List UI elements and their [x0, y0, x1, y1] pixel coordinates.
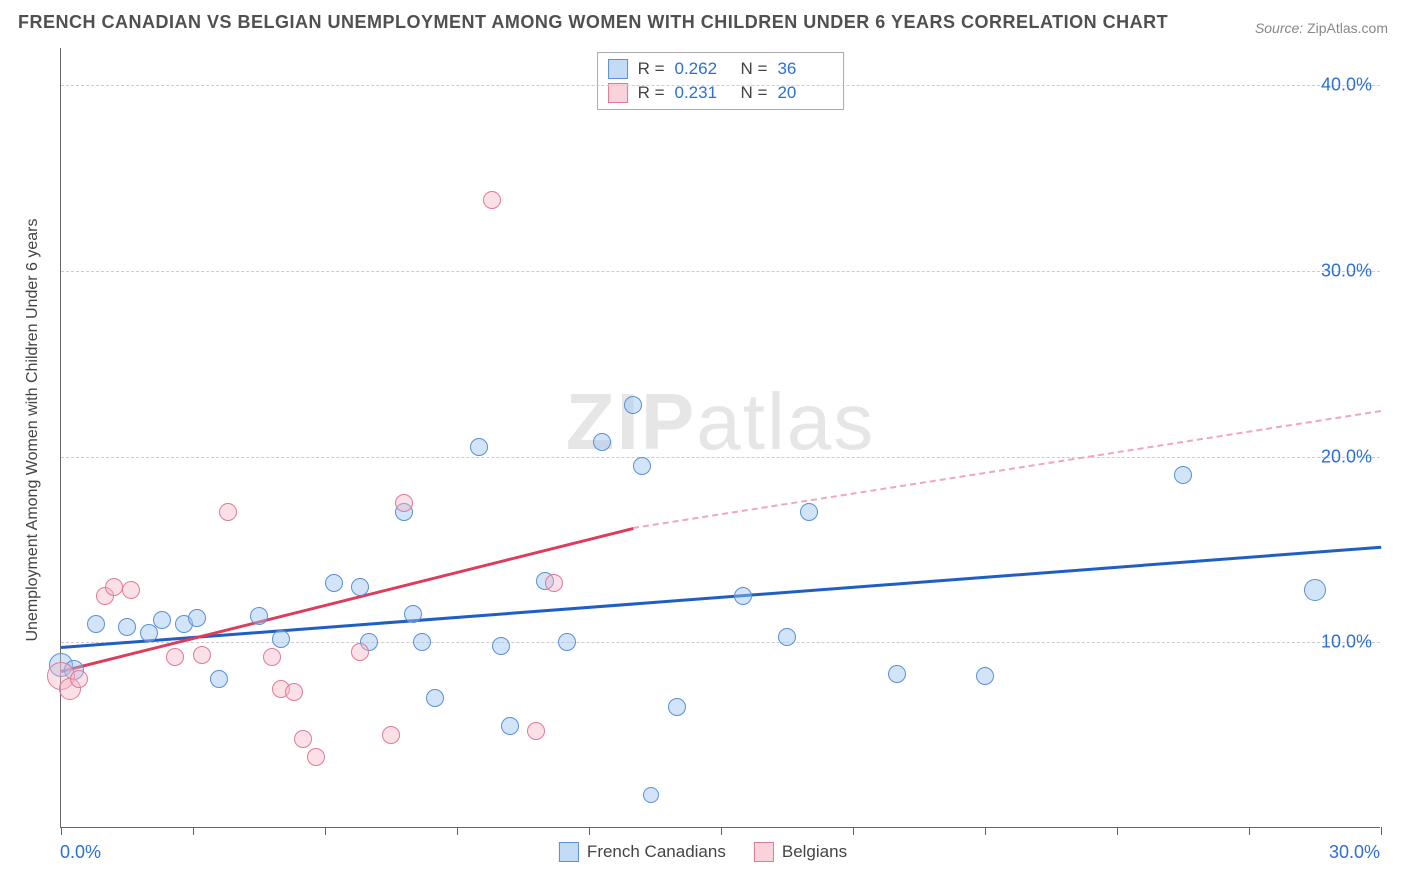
data-point: [351, 578, 369, 596]
legend-series: French Canadians Belgians: [559, 842, 847, 862]
grid-line: [61, 457, 1380, 458]
swatch-belgian-icon: [754, 842, 774, 862]
data-point: [501, 717, 519, 735]
data-point: [307, 748, 325, 766]
data-point: [545, 574, 563, 592]
r-label: R =: [638, 59, 665, 79]
legend-item-belgian: Belgians: [754, 842, 847, 862]
data-point: [470, 438, 488, 456]
x-tick: [985, 827, 986, 835]
grid-line: [61, 642, 1380, 643]
data-point: [122, 581, 140, 599]
x-tick: [61, 827, 62, 835]
x-tick: [325, 827, 326, 835]
data-point: [483, 191, 501, 209]
legend-item-french: French Canadians: [559, 842, 726, 862]
source-value: ZipAtlas.com: [1307, 20, 1388, 36]
source-credit: Source: ZipAtlas.com: [1255, 20, 1388, 36]
data-point: [643, 787, 659, 803]
legend-row-a: R = 0.262 N = 36: [608, 57, 834, 81]
x-tick: [1381, 827, 1382, 835]
data-point: [188, 609, 206, 627]
trend-line: [633, 410, 1381, 529]
data-point: [395, 494, 413, 512]
x-tick: [721, 827, 722, 835]
data-point: [426, 689, 444, 707]
data-point: [193, 646, 211, 664]
data-point: [285, 683, 303, 701]
data-point: [633, 457, 651, 475]
data-point: [734, 587, 752, 605]
source-label: Source:: [1255, 20, 1303, 36]
legend-label-french: French Canadians: [587, 842, 726, 862]
data-point: [668, 698, 686, 716]
data-point: [800, 503, 818, 521]
data-point: [527, 722, 545, 740]
data-point: [294, 730, 312, 748]
x-tick: [589, 827, 590, 835]
x-axis-max-label: 30.0%: [1329, 842, 1380, 863]
y-tick-label: 40.0%: [1321, 75, 1372, 96]
x-axis-min-label: 0.0%: [60, 842, 101, 863]
chart-title: FRENCH CANADIAN VS BELGIAN UNEMPLOYMENT …: [18, 12, 1168, 33]
data-point: [1174, 466, 1192, 484]
x-tick: [853, 827, 854, 835]
data-point: [272, 630, 290, 648]
data-point: [250, 607, 268, 625]
data-point: [1304, 579, 1326, 601]
data-point: [778, 628, 796, 646]
x-tick: [193, 827, 194, 835]
data-point: [558, 633, 576, 651]
data-point: [413, 633, 431, 651]
data-point: [404, 605, 422, 623]
data-point: [70, 670, 88, 688]
scatter-plot: ZIPatlas R = 0.262 N = 36 R = 0.231 N = …: [60, 48, 1380, 828]
data-point: [87, 615, 105, 633]
x-tick: [1249, 827, 1250, 835]
x-tick: [1117, 827, 1118, 835]
trend-line: [61, 527, 634, 672]
grid-line: [61, 85, 1380, 86]
data-point: [210, 670, 228, 688]
grid-line: [61, 271, 1380, 272]
data-point: [888, 665, 906, 683]
x-tick: [457, 827, 458, 835]
data-point: [118, 618, 136, 636]
legend-correlation: R = 0.262 N = 36 R = 0.231 N = 20: [597, 52, 845, 110]
data-point: [166, 648, 184, 666]
data-point: [593, 433, 611, 451]
r-value-a: 0.262: [675, 59, 731, 79]
y-tick-label: 10.0%: [1321, 632, 1372, 653]
n-label: N =: [741, 59, 768, 79]
data-point: [351, 643, 369, 661]
n-value-a: 36: [777, 59, 833, 79]
swatch-french-icon: [559, 842, 579, 862]
trend-line: [61, 546, 1381, 649]
legend-label-belgian: Belgians: [782, 842, 847, 862]
data-point: [624, 396, 642, 414]
data-point: [153, 611, 171, 629]
data-point: [382, 726, 400, 744]
y-tick-label: 30.0%: [1321, 260, 1372, 281]
data-point: [325, 574, 343, 592]
y-tick-label: 20.0%: [1321, 446, 1372, 467]
watermark: ZIPatlas: [566, 376, 875, 468]
data-point: [105, 578, 123, 596]
y-axis-title: Unemployment Among Women with Children U…: [24, 218, 42, 641]
data-point: [976, 667, 994, 685]
data-point: [492, 637, 510, 655]
data-point: [219, 503, 237, 521]
swatch-french-icon: [608, 59, 628, 79]
data-point: [263, 648, 281, 666]
